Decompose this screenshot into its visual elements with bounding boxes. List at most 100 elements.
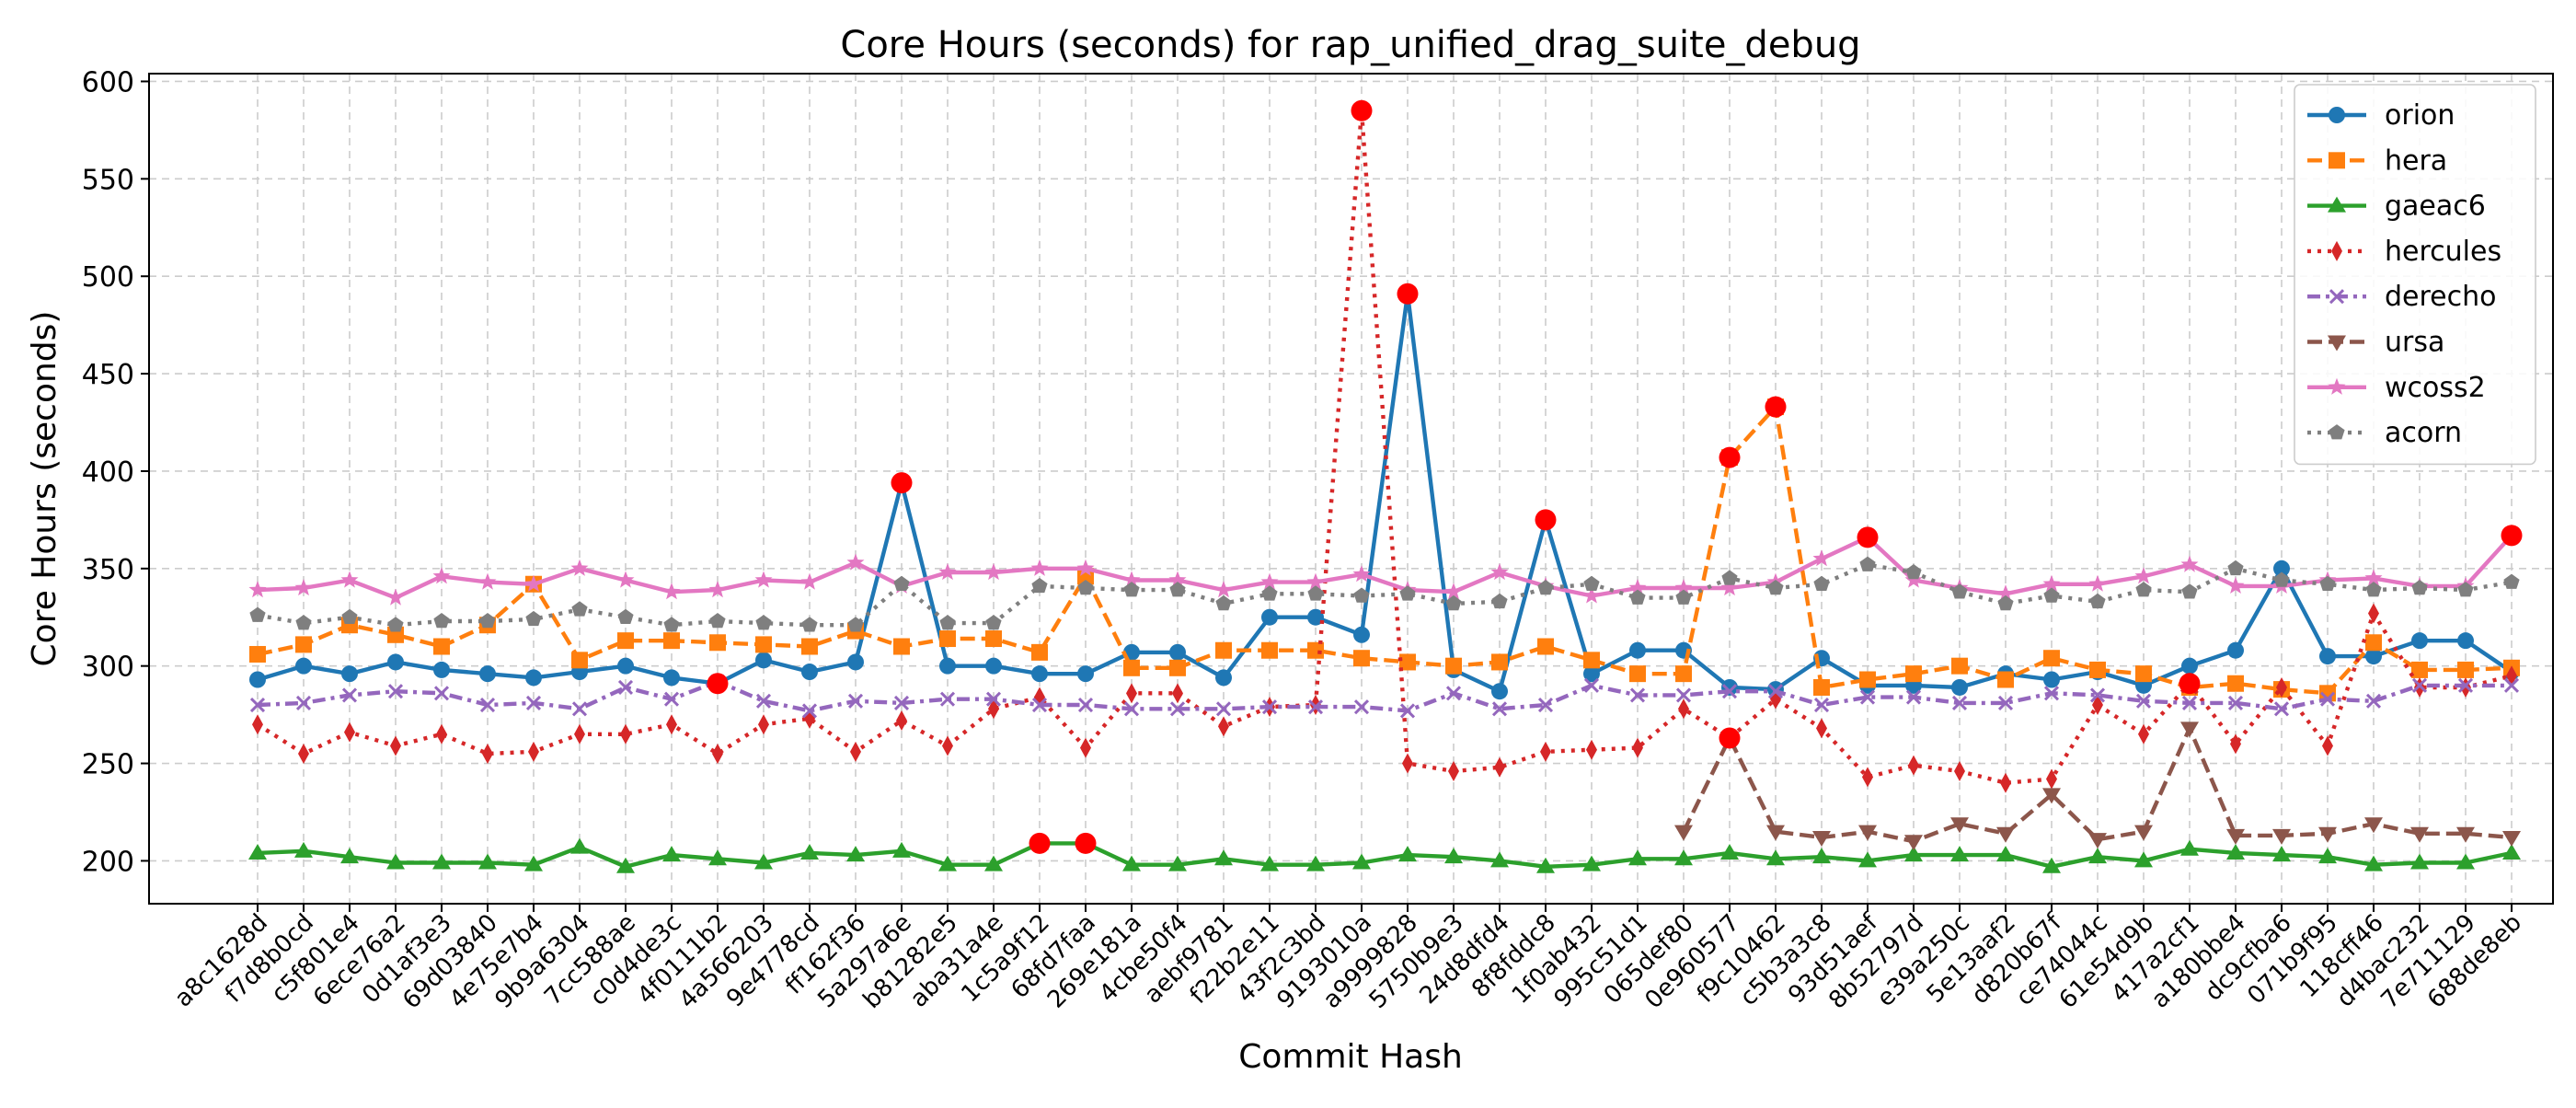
data-point-gaeac6 [2502, 843, 2521, 860]
data-point-wcoss2 [616, 571, 635, 588]
data-point-orion [479, 665, 496, 683]
data-point-acorn [847, 617, 864, 632]
data-point-wcoss2 [248, 581, 267, 598]
data-point-hercules [2230, 733, 2241, 755]
data-point-hera [1215, 641, 1232, 659]
data-point-gaeac6 [1122, 855, 1141, 871]
data-point-acorn [709, 613, 726, 629]
data-point-wcoss2 [1214, 581, 1233, 598]
legend-marker-hercules [2331, 240, 2342, 261]
data-point-derecho [2411, 677, 2428, 693]
data-point-gaeac6 [1260, 855, 1279, 871]
data-point-hera [1951, 657, 1968, 675]
data-point-hercules [1448, 761, 1459, 782]
series-line-hercules [256, 109, 2513, 785]
data-point-acorn [2411, 580, 2428, 595]
data-point-acorn [1077, 580, 1094, 595]
data-point-acorn [387, 617, 404, 632]
data-point-acorn [2043, 587, 2060, 603]
data-point-gaeac6 [1490, 851, 1509, 868]
outlier-marker-hera [1765, 396, 1787, 418]
data-point-wcoss2 [1720, 579, 1739, 596]
series-line-wcoss2 [257, 534, 2513, 600]
data-point-hercules [666, 714, 677, 735]
outlier-marker-orion [891, 472, 913, 494]
data-point-hercules [1908, 755, 1919, 776]
data-point-acorn [341, 608, 358, 624]
legend-marker-acorn [2329, 424, 2345, 440]
y-tick-label: 200 [82, 846, 134, 878]
data-point-acorn [1123, 582, 1140, 597]
data-point-hera [2135, 665, 2152, 683]
data-point-ursa [1950, 817, 1969, 834]
data-point-orion [387, 653, 404, 671]
data-point-orion [1077, 665, 1094, 683]
data-point-derecho [893, 695, 910, 710]
data-point-orion [2273, 560, 2290, 577]
outlier-marker-hera [1719, 446, 1741, 468]
data-point-wcoss2 [2364, 569, 2383, 586]
legend: orion hera gaeac6 hercules derecho ursa wcoss2… [2294, 84, 2536, 466]
outlier-marker-gaeac6 [1075, 832, 1097, 854]
series-line-derecho [257, 679, 2512, 713]
data-point-wcoss2 [570, 559, 589, 576]
data-point-orion [2227, 641, 2244, 659]
data-point-wcoss2 [524, 574, 543, 592]
legend-marker-orion [2329, 107, 2345, 123]
data-point-ursa [2042, 788, 2061, 804]
data-point-ursa [2272, 828, 2291, 845]
data-point-hera [1353, 650, 1370, 667]
data-point-derecho [1951, 695, 1968, 710]
data-point-acorn [1215, 594, 1232, 611]
data-point-derecho [1123, 701, 1140, 717]
data-point-gaeac6 [2410, 853, 2429, 870]
data-point-derecho [847, 693, 864, 709]
data-point-derecho [755, 693, 772, 709]
y-tick-label: 300 [82, 652, 134, 684]
data-point-orion [1169, 643, 1186, 661]
data-point-hercules [1126, 683, 1137, 704]
data-point-ursa [1812, 831, 1831, 848]
data-point-derecho [1399, 703, 1416, 719]
data-point-wcoss2 [938, 563, 957, 581]
data-point-gaeac6 [1214, 849, 1233, 866]
data-point-derecho [2089, 687, 2106, 703]
data-point-wcoss2 [2226, 576, 2245, 594]
legend-item-hera: hera [2307, 144, 2447, 177]
outlier-marker-orion [707, 673, 729, 695]
data-point-gaeac6 [1444, 848, 1463, 864]
data-point-wcoss2 [1076, 559, 1095, 576]
data-point-wcoss2 [340, 571, 359, 588]
legend-label-acorn: acorn [2385, 417, 2462, 449]
data-point-acorn [2457, 582, 2474, 597]
series-line-gaeac6 [257, 841, 2513, 869]
data-point-gaeac6 [846, 846, 865, 862]
data-point-hera [985, 630, 1002, 648]
data-point-derecho [1307, 699, 1324, 715]
y-tick-label: 350 [82, 554, 134, 586]
data-point-derecho [2457, 677, 2474, 693]
data-point-acorn [1307, 585, 1324, 601]
data-point-acorn [1629, 589, 1646, 605]
chart-title: Core Hours (seconds) for rap_unified_dra… [840, 24, 1860, 66]
data-point-ursa [2226, 828, 2245, 845]
data-point-gaeac6 [800, 843, 819, 860]
data-point-gaeac6 [1950, 846, 1969, 862]
data-point-orion [617, 657, 634, 675]
data-point-gaeac6 [1766, 849, 1785, 866]
data-point-wcoss2 [1628, 579, 1647, 596]
data-point-gaeac6 [1306, 855, 1325, 871]
data-point-hera [2089, 661, 2106, 678]
data-point-ursa [2364, 817, 2383, 834]
data-point-orion [939, 657, 956, 675]
data-point-orion [295, 657, 312, 675]
data-point-orion [1215, 669, 1232, 687]
series-line-acorn [257, 562, 2513, 628]
data-point-acorn [2089, 593, 2106, 609]
outlier-marker-hercules [2179, 673, 2201, 695]
data-point-wcoss2 [1674, 579, 1693, 596]
data-point-acorn [1537, 580, 1554, 595]
data-point-acorn [1445, 594, 1462, 611]
data-point-acorn [1997, 594, 2014, 611]
